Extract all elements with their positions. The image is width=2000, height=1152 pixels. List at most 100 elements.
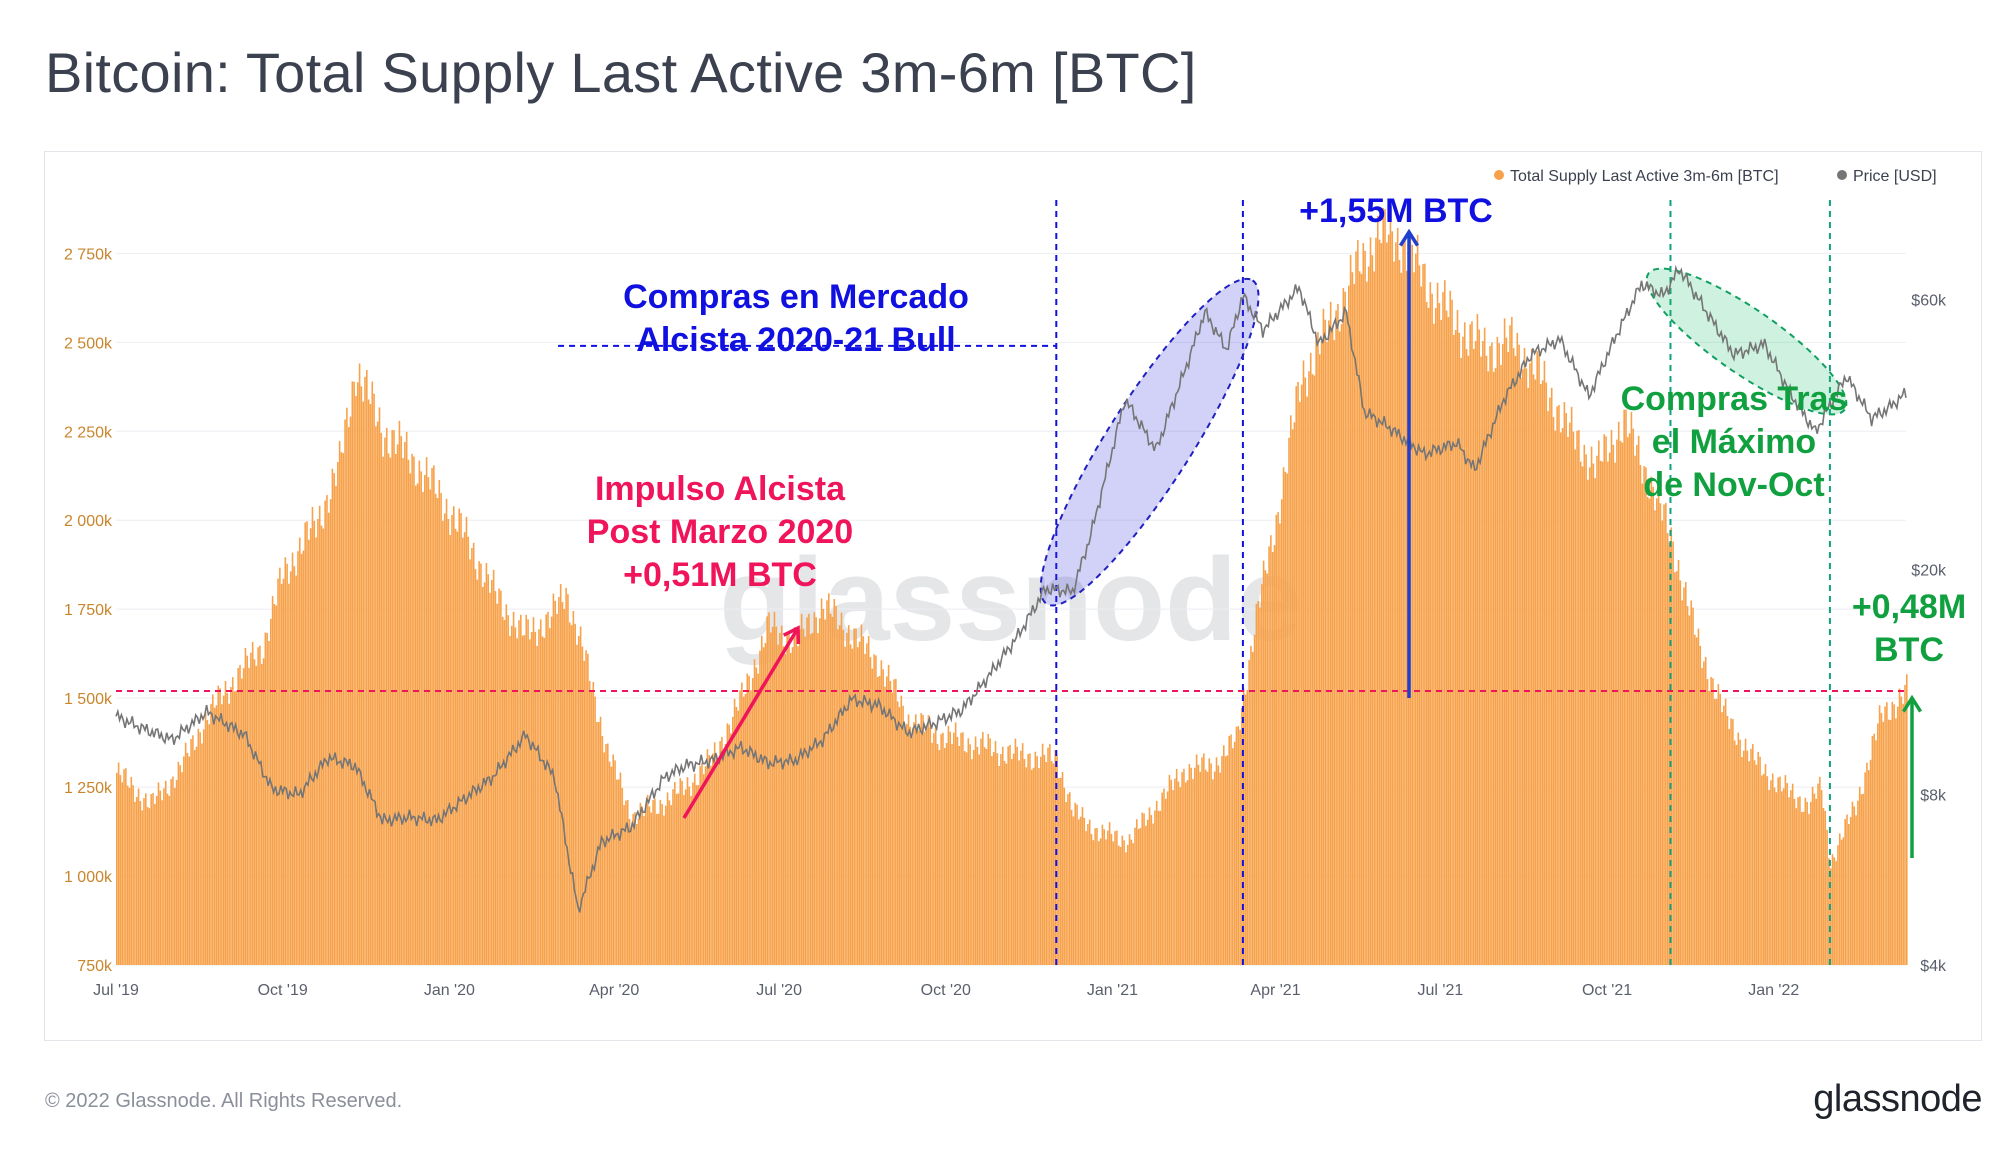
supply-bar (288, 583, 290, 965)
supply-bar (1454, 330, 1457, 965)
supply-bar (992, 752, 995, 965)
supply-bar (715, 754, 718, 965)
supply-bar (1581, 466, 1584, 965)
supply-bar (476, 579, 479, 965)
supply-bar (1420, 286, 1423, 965)
supply-bar (1824, 810, 1827, 965)
supply-bar (438, 479, 441, 965)
supply-bar (826, 600, 828, 965)
supply-bar (737, 710, 740, 965)
supply-bar (452, 506, 455, 965)
supply-bar (1512, 348, 1515, 966)
y-right-tick-label: $60k (1911, 293, 1947, 310)
supply-bar (411, 453, 413, 965)
supply-bar (1895, 718, 1897, 965)
supply-bar (284, 557, 287, 965)
supply-bar (1335, 310, 1337, 965)
supply-bar (1556, 406, 1558, 965)
supply-bar (701, 762, 703, 965)
supply-bar (1590, 446, 1593, 965)
supply-bar (1748, 761, 1750, 965)
supply-bar (398, 420, 401, 965)
supply-bar (585, 650, 587, 965)
supply-bar (155, 796, 158, 965)
supply-bar (492, 569, 495, 965)
supply-bar (1733, 740, 1736, 965)
supply-bar (1735, 745, 1738, 965)
supply-bar (1853, 806, 1856, 965)
supply-bar (1782, 788, 1785, 965)
supply-bar (893, 679, 895, 965)
supply-bar (1713, 699, 1716, 965)
supply-bar (315, 537, 317, 965)
supply-bar (1694, 634, 1696, 965)
supply-bar (1891, 701, 1894, 965)
supply-bar (510, 625, 513, 965)
supply-bar (1309, 352, 1312, 966)
supply-bar (143, 798, 145, 965)
supply-bar (1389, 208, 1392, 966)
y-left-tick-label: 2 250k (64, 424, 113, 441)
supply-bar (610, 766, 613, 965)
supply-bar (1652, 486, 1654, 965)
supply-bar (1396, 227, 1399, 965)
supply-bar (520, 614, 522, 965)
supply-bar (291, 552, 294, 965)
supply-bar (770, 632, 772, 965)
supply-bar (1395, 242, 1397, 966)
supply-bar (514, 627, 517, 965)
y-left-tick-label: 2 000k (64, 513, 113, 530)
supply-bar (1902, 703, 1904, 965)
supply-bar (1598, 440, 1600, 965)
supply-bar (1851, 801, 1854, 965)
supply-bar (1683, 587, 1685, 965)
supply-bar (1476, 313, 1479, 965)
supply-bar (480, 563, 482, 965)
supply-bar (768, 612, 770, 965)
supply-bar (1887, 719, 1890, 965)
supply-bar (1175, 768, 1178, 965)
supply-bar (505, 604, 508, 965)
supply-bar (1679, 580, 1682, 965)
supply-bar (1516, 332, 1519, 966)
supply-bar (940, 734, 942, 965)
supply-bar (1291, 429, 1294, 965)
supply-bar (672, 789, 674, 965)
supply-bar (884, 686, 886, 965)
supply-bar (1641, 483, 1644, 965)
x-tick-label: Apr '20 (589, 982, 639, 999)
supply-bar (436, 498, 439, 965)
supply-bar (472, 542, 475, 965)
supply-bar (934, 727, 937, 965)
supply-bar (643, 815, 645, 965)
supply-bar (418, 460, 421, 965)
supply-bar (1170, 779, 1173, 965)
supply-bar (221, 704, 223, 965)
supply-bar (1596, 455, 1598, 965)
supply-bar (1271, 551, 1274, 965)
supply-bar (168, 795, 171, 965)
supply-bar (1681, 600, 1683, 965)
supply-bar (867, 636, 870, 965)
legend-supply-label: Total Supply Last Active 3m-6m [BTC] (1510, 168, 1779, 185)
supply-bar (1195, 754, 1198, 965)
supply-bar (1514, 355, 1517, 965)
supply-bar (1204, 769, 1207, 965)
supply-bar (719, 741, 721, 965)
supply-bar (1654, 510, 1656, 965)
supply-bar (1184, 782, 1187, 965)
supply-bar (1152, 823, 1154, 965)
supply-bar (373, 393, 375, 965)
supply-bar (1376, 215, 1379, 966)
supply-bar (192, 735, 194, 965)
supply-bar (837, 629, 839, 965)
supply-bar (309, 528, 312, 965)
supply-bar (922, 714, 924, 965)
annotation-layer: Compras en Mercado Alcista 2020-21 Bull +1… (587, 192, 1966, 858)
supply-bar (1880, 713, 1883, 965)
supply-bar (568, 622, 571, 965)
supply-bar (481, 586, 484, 965)
supply-bar (1567, 436, 1569, 965)
supply-bar (1280, 499, 1283, 965)
supply-bar (820, 598, 823, 965)
